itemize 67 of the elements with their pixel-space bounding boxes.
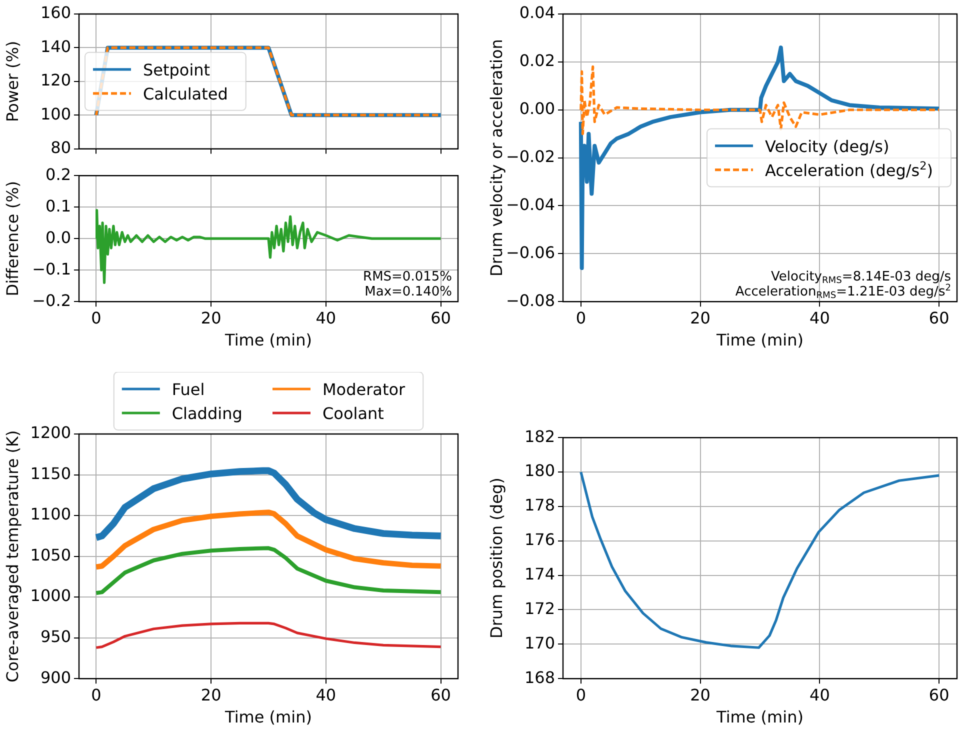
x-tick-label: 60 <box>430 685 451 704</box>
x-tick-label: 60 <box>928 308 950 328</box>
x-axis-title: Time (min) <box>716 708 804 727</box>
y-tick-label: 80 <box>50 138 71 157</box>
x-tick-label: 60 <box>928 685 950 704</box>
x-tick-label: 20 <box>690 308 710 328</box>
y-tick-label: −0.1 <box>32 259 71 278</box>
y-tick-label: 160 <box>40 3 71 22</box>
y-tick-label: 180 <box>524 461 555 480</box>
y-tick-label: 0.00 <box>519 99 555 118</box>
y-tick-label: 1000 <box>30 586 71 606</box>
y-tick-label: 0.1 <box>46 196 71 216</box>
legend-label: Setpoint <box>143 60 210 80</box>
y-tick-label: 1150 <box>30 464 71 483</box>
y-tick-label: 120 <box>40 70 71 90</box>
y-tick-label: 0.2 <box>46 164 71 184</box>
y-tick-label: 170 <box>524 633 555 652</box>
line-series <box>580 65 940 136</box>
x-tick-label: 20 <box>200 685 222 704</box>
x-tick-label: 0 <box>91 308 102 328</box>
y-tick-label: 172 <box>524 598 555 618</box>
y-tick-label: 1050 <box>30 545 71 564</box>
y-tick-label: 140 <box>40 36 71 56</box>
y-tick-label: 1100 <box>30 504 71 524</box>
y-tick-label: −0.02 <box>506 146 555 166</box>
x-tick-label: 60 <box>430 308 451 328</box>
y-tick-label: 0.0 <box>46 228 71 247</box>
x-tick-label: 20 <box>200 308 222 328</box>
y-tick-label: −0.2 <box>32 290 71 310</box>
legend-label: Cladding <box>172 404 242 423</box>
annotation: RMS=0.015% <box>363 270 452 285</box>
legend-label: Fuel <box>172 380 205 399</box>
y-axis-title: Drum velocity or acceleration <box>486 39 506 276</box>
y-tick-label: −0.06 <box>506 242 555 262</box>
y-tick-label: −0.04 <box>506 194 555 214</box>
x-tick-label: 40 <box>810 685 830 704</box>
y-axis-title: Difference (%) <box>2 180 22 296</box>
y-tick-label: 100 <box>40 104 71 124</box>
x-tick-label: 40 <box>316 685 336 704</box>
annotation: Max=0.140% <box>364 284 452 300</box>
x-tick-label: 0 <box>576 308 586 328</box>
x-tick-label: 20 <box>690 685 710 704</box>
legend-label: Velocity (deg/s) <box>765 136 890 156</box>
y-tick-label: 0.04 <box>519 3 555 22</box>
x-tick-label: 40 <box>810 308 830 328</box>
y-tick-label: 1200 <box>30 423 71 442</box>
legend-label: Moderator <box>322 380 406 399</box>
legend-label: Coolant <box>322 404 384 423</box>
x-axis-title: Time (min) <box>716 330 804 350</box>
y-tick-label: 0.02 <box>519 51 555 70</box>
y-tick-label: 950 <box>40 626 71 646</box>
x-tick-label: 0 <box>91 685 102 704</box>
y-tick-label: 176 <box>524 530 555 550</box>
y-axis-title: Core-averaged temperature (K) <box>2 430 22 682</box>
x-tick-label: 0 <box>576 685 586 704</box>
y-tick-label: 178 <box>524 496 555 515</box>
legend-label: Calculated <box>143 84 228 104</box>
y-tick-label: 182 <box>524 426 555 446</box>
y-axis-title: Power (%) <box>2 40 22 122</box>
y-tick-label: 168 <box>524 668 555 687</box>
x-axis-title: Time (min) <box>224 708 312 727</box>
y-tick-label: 900 <box>40 668 71 687</box>
y-axis-title: Drum position (deg) <box>486 478 506 639</box>
x-tick-label: 40 <box>316 308 336 328</box>
y-tick-label: 174 <box>524 564 555 584</box>
y-tick-label: −0.08 <box>506 290 555 310</box>
x-axis-title: Time (min) <box>224 330 312 350</box>
